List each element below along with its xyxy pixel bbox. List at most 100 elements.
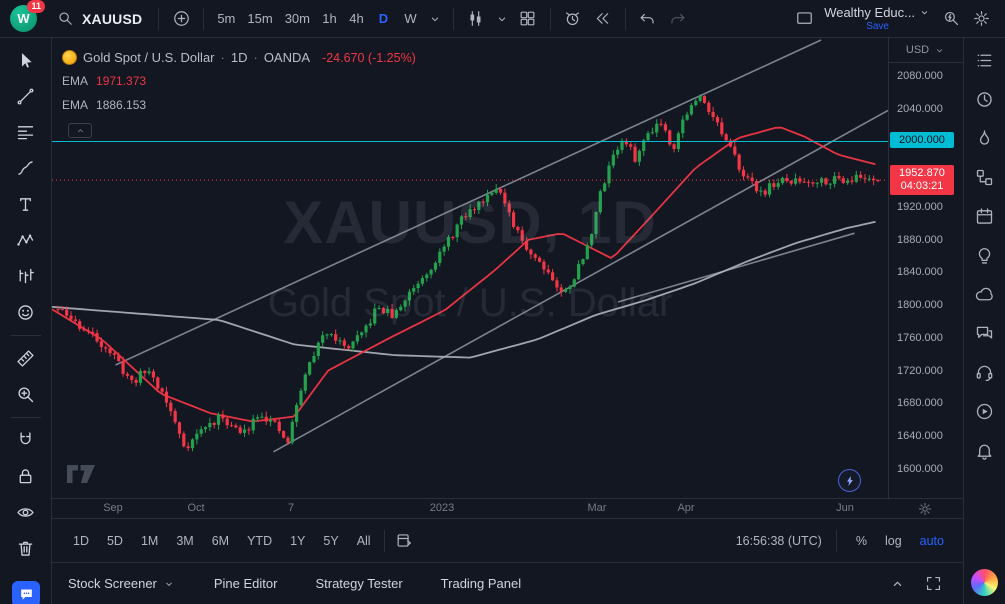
range-all[interactable]: All (356, 533, 371, 548)
rail-alerts-clock[interactable] (972, 87, 997, 112)
range-1m[interactable]: 1M (140, 533, 159, 548)
symbol-title[interactable]: Gold Spot / U.S. Dollar (83, 50, 215, 65)
range-1y[interactable]: 1Y (290, 533, 306, 548)
save-status[interactable]: Save (866, 21, 889, 32)
range-5d[interactable]: 5D (106, 533, 123, 548)
rail-hotlist[interactable] (972, 126, 997, 151)
time-axis[interactable]: Sep Oct 7 2023 Mar Apr Jun (52, 498, 963, 518)
redo-icon[interactable] (664, 5, 692, 33)
tab-label: Pine Editor (213, 576, 278, 591)
indicator-ema-row[interactable]: EMA 1886.153 (62, 93, 416, 117)
timeframe-menu-chevron-icon[interactable] (425, 5, 445, 33)
time-label: 2023 (429, 502, 455, 514)
lightning-button[interactable] (838, 469, 861, 492)
percent-scale-button[interactable]: % (855, 533, 867, 548)
tool-text[interactable] (9, 188, 43, 221)
tab-pine-editor[interactable]: Pine Editor (214, 576, 278, 591)
tool-brush[interactable] (9, 152, 43, 185)
panel-open-icon[interactable] (883, 570, 911, 598)
tab-trading-panel[interactable]: Trading Panel (441, 576, 521, 591)
create-alert-icon[interactable] (559, 5, 587, 33)
tool-xabcd[interactable] (9, 224, 43, 257)
tool-lock[interactable] (9, 460, 43, 493)
tool-magnet[interactable] (9, 424, 43, 457)
rail-object-tree[interactable] (972, 165, 997, 190)
tool-cursor[interactable] (9, 44, 43, 77)
tab-stock-screener[interactable]: Stock Screener (68, 576, 176, 591)
help-chat-button[interactable] (12, 581, 40, 604)
tradingview-logo[interactable] (66, 464, 96, 484)
tool-trend-line[interactable] (9, 80, 43, 113)
rail-notifications-bell[interactable] (972, 438, 997, 463)
go-to-date-icon[interactable] (391, 527, 419, 555)
rail-chat-cloud[interactable] (972, 282, 997, 307)
range-ytd[interactable]: YTD (247, 533, 273, 548)
range-5y[interactable]: 5Y (323, 533, 339, 548)
chat-cloud-icon (974, 284, 995, 305)
chart-type-candles-icon[interactable] (462, 5, 490, 33)
timeframe-w[interactable]: W (404, 11, 417, 26)
timeframe-d[interactable]: D (378, 11, 389, 26)
ema-label: EMA (62, 74, 89, 88)
change-text: -24.670 (-1.25%) (322, 50, 416, 65)
layout-icon[interactable] (790, 5, 818, 33)
timeframe-1h[interactable]: 1h (322, 11, 337, 26)
indicator-ema-row[interactable]: EMA 1971.373 (62, 69, 416, 93)
rail-support-headset[interactable] (972, 360, 997, 385)
layout-name-menu[interactable]: Wealthy Educ... Save (824, 5, 931, 32)
timezone-gear-icon[interactable] (915, 499, 935, 519)
tool-eye[interactable] (9, 496, 43, 529)
tab-strategy-tester[interactable]: Strategy Tester (315, 576, 402, 591)
timeframe-30m[interactable]: 30m (284, 11, 310, 26)
chart-canvas[interactable] (52, 38, 888, 498)
symbol-legend-row[interactable]: Gold Spot / U.S. Dollar · 1D · OANDA -24… (62, 46, 416, 69)
rail-comments[interactable] (972, 321, 997, 346)
chart-type-chevron-icon[interactable] (492, 5, 512, 33)
settings-gear-icon[interactable] (967, 5, 995, 33)
rail-tutorials-play[interactable] (972, 399, 997, 424)
price-label: 1840.000 (897, 266, 943, 279)
quick-search-icon[interactable] (937, 5, 965, 33)
timeframe-15m[interactable]: 15m (247, 11, 273, 26)
range-6m[interactable]: 6M (211, 533, 230, 548)
cursor-icon (15, 50, 36, 71)
auto-scale-button[interactable]: auto (919, 533, 944, 548)
timeframe-5m[interactable]: 5m (217, 11, 236, 26)
price-axis[interactable]: USD 2000.000 1952.870 04:03:21 2080.000 2… (888, 38, 963, 498)
utc-clock[interactable]: 16:56:38 (UTC) (735, 533, 822, 548)
range-1d[interactable]: 1D (73, 533, 89, 548)
price-axis-currency[interactable]: USD (889, 38, 963, 63)
toolbar-separator (10, 417, 41, 418)
log-scale-button[interactable]: log (884, 533, 902, 548)
price-label: 1880.000 (897, 233, 943, 246)
timeframe-4h[interactable]: 4h (349, 11, 364, 26)
wealthy-education-avatar[interactable]: W 11 (10, 0, 45, 32)
legend-interval[interactable]: 1D (230, 50, 248, 65)
undo-icon[interactable] (634, 5, 662, 33)
bar-replay-icon[interactable] (589, 5, 617, 33)
time-label: Jun (836, 502, 854, 514)
legend-collapse-button[interactable] (68, 123, 92, 138)
rail-watchlist[interactable] (972, 48, 997, 73)
add-symbol-button[interactable] (167, 5, 195, 33)
toolbar-divider (452, 7, 454, 30)
symbol-search[interactable]: XAUUSD (49, 5, 150, 33)
rail-calendar[interactable] (972, 204, 997, 229)
panel-maximize-icon[interactable] (919, 570, 947, 598)
tool-ruler[interactable] (9, 342, 43, 375)
trend-line-icon (15, 86, 36, 107)
legend-dot: · (253, 50, 258, 65)
toolbar-divider (549, 7, 551, 30)
timeframe-group: 5m 15m 30m 1h 4h D W (212, 6, 423, 31)
chart-area[interactable]: XAUUSD, 1D Gold Spot / U.S. Dollar Gold … (52, 38, 888, 498)
tool-bars-pattern[interactable] (9, 260, 43, 293)
text-icon (15, 194, 36, 215)
tool-zoom[interactable] (9, 378, 43, 411)
indicator-templates-icon[interactable] (514, 5, 542, 33)
tool-fibonacci[interactable] (9, 116, 43, 149)
wealthy-education-logo[interactable] (971, 569, 998, 596)
range-3m[interactable]: 3M (176, 533, 194, 548)
tool-emoji[interactable] (9, 296, 43, 329)
rail-ideas-bulb[interactable] (972, 243, 997, 268)
tool-trash[interactable] (9, 532, 43, 565)
